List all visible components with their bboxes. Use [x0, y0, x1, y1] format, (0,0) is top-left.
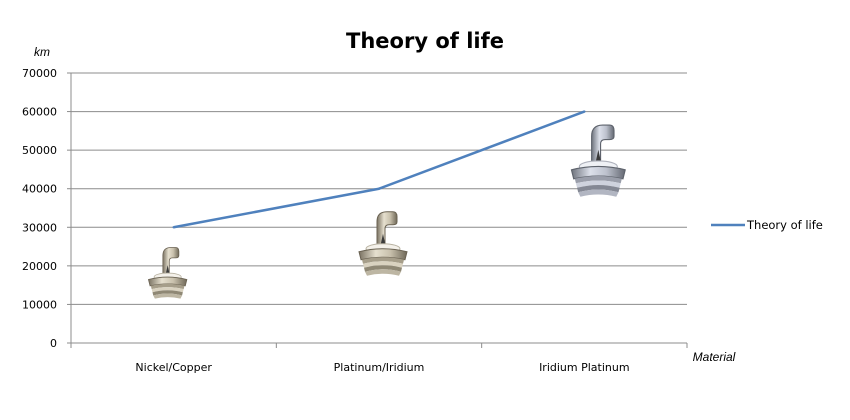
y-tick-label: 20000 [22, 260, 57, 273]
legend: Theory of life [711, 218, 823, 232]
spark-plug-icon [358, 211, 408, 277]
y-tick-label: 10000 [22, 298, 57, 311]
x-tick-labels: Nickel/Copper Platinum/Iridium Iridium Pla… [135, 361, 629, 374]
spark-plug-icon [148, 247, 188, 300]
y-axis-label: km [34, 45, 50, 59]
legend-label: Theory of life [746, 218, 823, 232]
data-point [377, 187, 381, 190]
data-point [583, 110, 586, 113]
y-tick-label: 30000 [22, 221, 57, 234]
chart-title: Theory of life [346, 29, 504, 53]
point-images [148, 124, 626, 300]
y-tick-label: 40000 [22, 183, 57, 196]
axes [70, 73, 688, 348]
series-lines [172, 110, 586, 229]
y-tick-label: 50000 [22, 144, 57, 157]
y-tick-labels: 0 10000 20000 30000 40000 50000 60000 70000 [22, 67, 71, 350]
x-axis-label: Material [693, 350, 736, 364]
spark-plug-icon [570, 124, 626, 198]
x-tick-label: Iridium Platinum [539, 361, 630, 374]
y-tick-label: 60000 [22, 106, 57, 119]
x-tick-label: Platinum/Iridium [334, 361, 425, 374]
y-tick-label: 0 [50, 337, 57, 350]
y-tick-label: 70000 [22, 67, 57, 80]
series-line-theory-of-life [173, 110, 585, 229]
data-point [172, 226, 175, 229]
x-tick-label: Nickel/Copper [135, 361, 212, 374]
